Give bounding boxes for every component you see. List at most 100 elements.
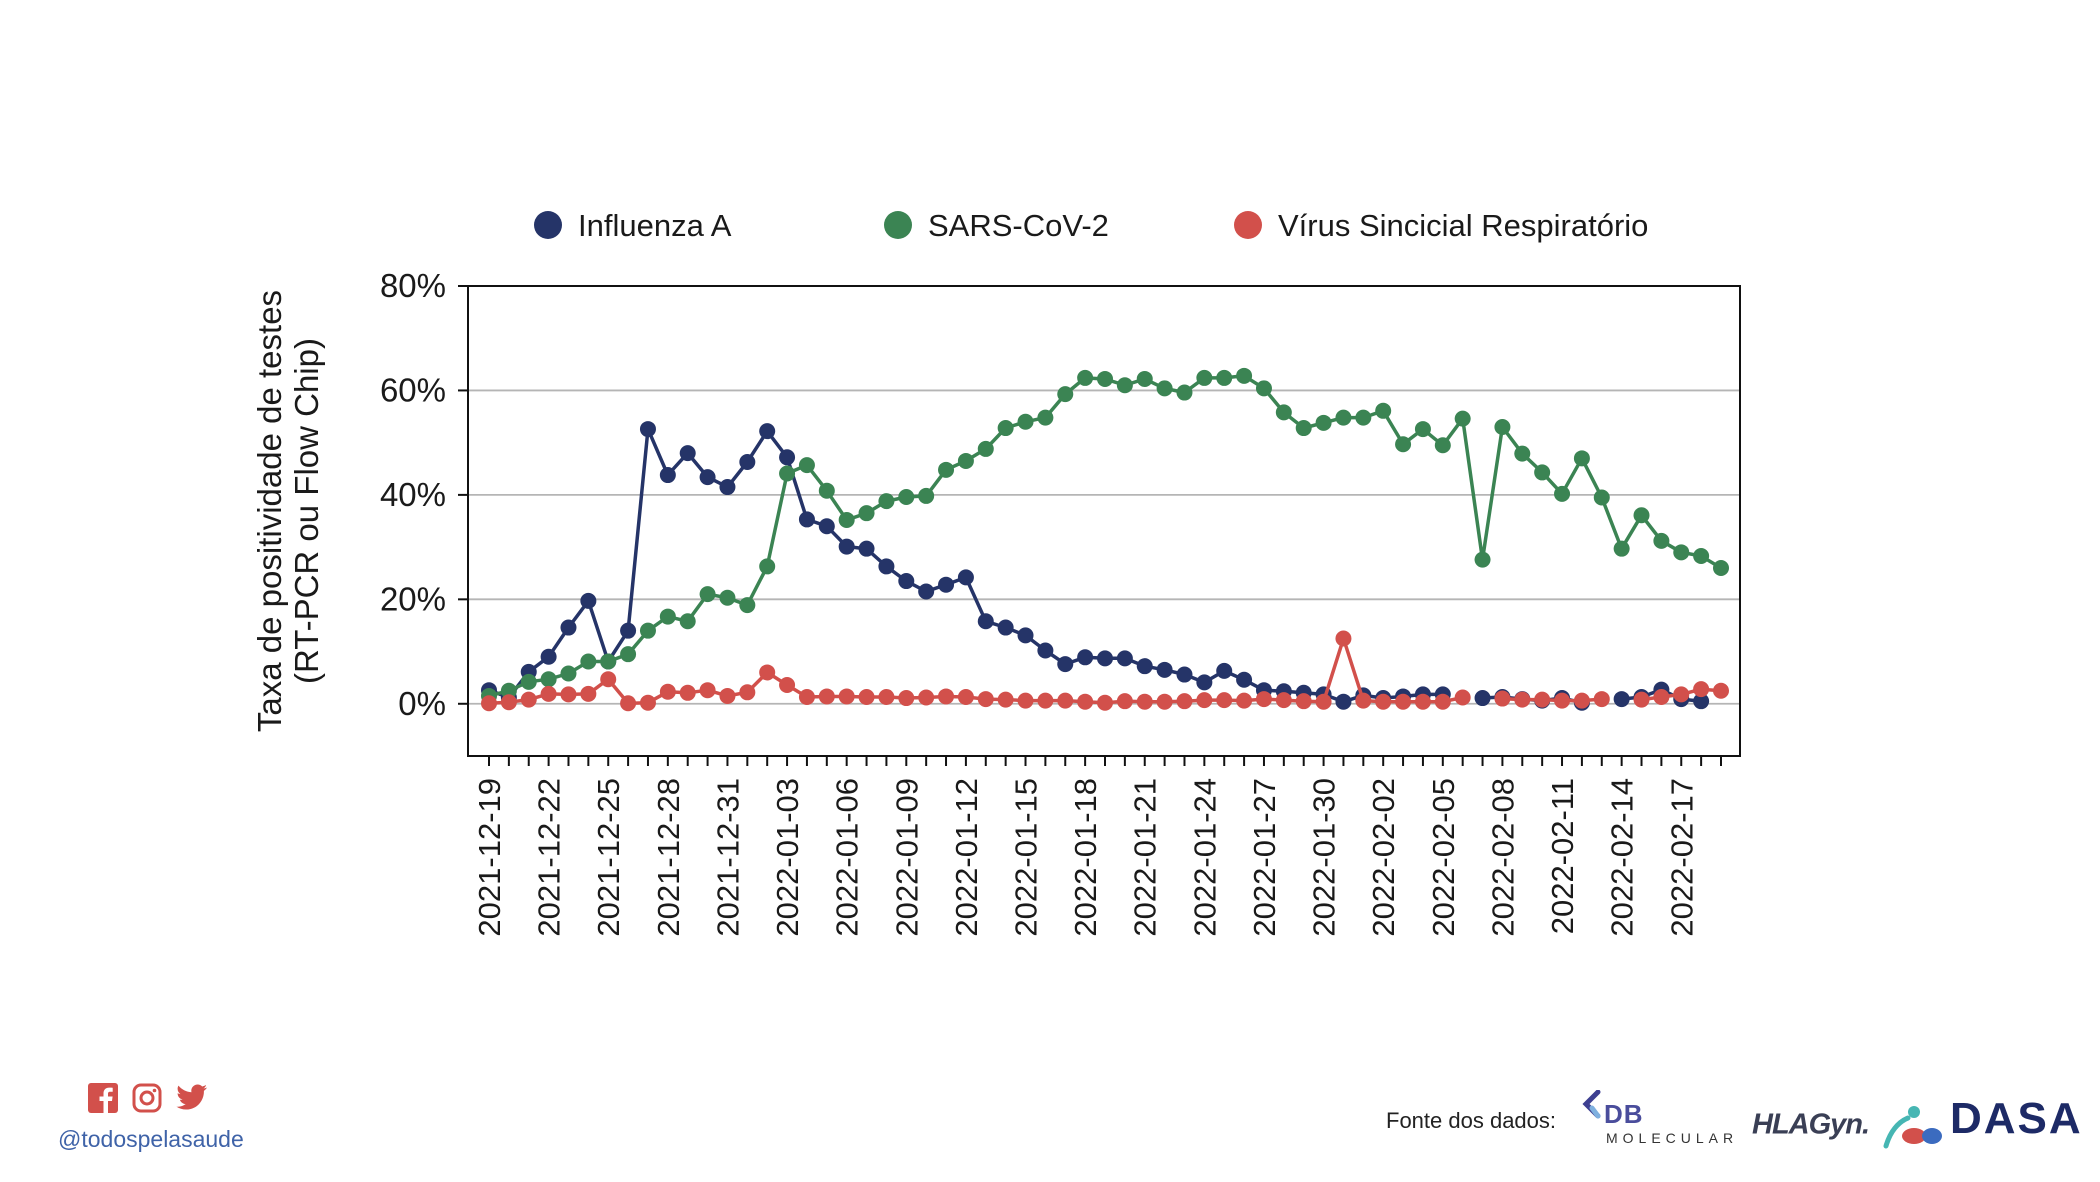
data-point (1116, 650, 1133, 667)
data-point (779, 465, 796, 482)
data-point (1653, 532, 1670, 549)
data-point (878, 493, 895, 510)
data-point (1196, 692, 1213, 709)
data-point (779, 676, 796, 693)
data-point (1673, 686, 1690, 703)
data-point (719, 479, 736, 496)
x-tick-label: 2021-12-25 (591, 778, 626, 937)
data-point (1176, 666, 1193, 683)
data-point (1454, 689, 1471, 706)
data-point (1414, 421, 1431, 438)
data-point (600, 653, 617, 670)
y-axis-label-line2: (RT-PCR ou Flow Chip) (288, 338, 325, 684)
legend-marker (884, 211, 912, 239)
x-tick-label: 2022-01-06 (830, 778, 865, 937)
data-point (1295, 693, 1312, 710)
data-point (1176, 693, 1193, 710)
grid (468, 285, 1740, 705)
series-layer (481, 367, 1729, 712)
data-point (1057, 692, 1074, 709)
data-point (1474, 690, 1491, 707)
data-point (957, 452, 974, 469)
data-point (798, 511, 815, 528)
data-point (1395, 693, 1412, 710)
x-tick-label: 2022-01-27 (1247, 778, 1282, 937)
y-tick-label: 80% (380, 267, 446, 304)
data-point (1295, 420, 1312, 437)
facebook-icon[interactable] (88, 1082, 118, 1118)
data-point (1017, 627, 1034, 644)
data-point (878, 558, 895, 575)
social-footer: @todospelasaude (58, 1080, 258, 1153)
data-point (639, 694, 656, 711)
x-tick-label: 2022-01-03 (770, 778, 805, 937)
legend-label: SARS-CoV-2 (928, 208, 1109, 243)
data-point (1275, 404, 1292, 421)
y-axis: 0% 20% 40% 60% 80% (380, 267, 468, 722)
data-point (1017, 692, 1034, 709)
plot-frame (467, 285, 1741, 757)
x-tick-label: 2022-02-11 (1545, 778, 1580, 934)
data-point (600, 671, 617, 688)
data-point (1613, 540, 1630, 557)
social-handle[interactable]: @todospelasaude (58, 1126, 244, 1152)
series-1 (481, 367, 1729, 704)
hlagyn-logo-text: HLAGyn. (1752, 1108, 1870, 1141)
data-point (1057, 386, 1074, 403)
twitter-icon[interactable] (176, 1084, 208, 1117)
data-point (1037, 642, 1054, 659)
data-point (818, 688, 835, 705)
x-tick-label: 2022-01-15 (1009, 778, 1044, 937)
legend-item: SARS-CoV-2 (884, 208, 1109, 243)
data-point (759, 664, 776, 681)
data-point (659, 467, 676, 484)
data-point (1275, 692, 1292, 709)
x-tick-label: 2022-01-24 (1187, 778, 1222, 937)
data-point (1355, 692, 1372, 709)
data-point (957, 688, 974, 705)
data-point (639, 622, 656, 639)
data-point (699, 469, 716, 486)
data-point (1414, 693, 1431, 710)
data-point (1713, 682, 1729, 699)
data-point (818, 482, 835, 499)
data-point (620, 646, 637, 663)
data-point (520, 673, 537, 690)
data-point (1593, 691, 1610, 708)
data-point (977, 613, 994, 630)
instagram-icon[interactable] (132, 1083, 162, 1118)
data-point (699, 682, 716, 699)
legend-item: Influenza A (534, 208, 732, 243)
data-point (1037, 692, 1054, 709)
x-tick-label: 2022-01-12 (949, 778, 984, 937)
x-tick-label: 2022-02-17 (1664, 778, 1699, 937)
data-point (1097, 694, 1113, 711)
data-point (838, 688, 855, 705)
x-tick-label: 2022-02-14 (1605, 778, 1640, 937)
data-point (1613, 691, 1630, 708)
data-point (1156, 693, 1173, 710)
data-point (1375, 693, 1392, 710)
x-axis: 2021-12-19 2021-12-22 2021-12-25 2021-12-28… (472, 756, 1722, 937)
data-point (1454, 410, 1471, 427)
data-point (520, 691, 537, 708)
data-point (1236, 367, 1253, 384)
data-point (540, 685, 557, 702)
data-point (818, 518, 835, 535)
data-point (1554, 485, 1571, 502)
legend-marker (534, 211, 562, 239)
data-point (1534, 691, 1551, 708)
data-point (1255, 380, 1272, 397)
data-point (481, 695, 497, 712)
data-point (1573, 450, 1590, 467)
x-tick-label: 2021-12-31 (710, 778, 745, 937)
y-tick-label: 40% (380, 476, 446, 513)
data-point (759, 423, 776, 440)
data-point (659, 683, 676, 700)
source-label: Fonte dos dados: (1386, 1108, 1557, 1133)
data-point (639, 421, 656, 438)
data-point (1633, 691, 1650, 708)
data-point (560, 619, 577, 636)
data-point (838, 538, 855, 555)
data-point (1216, 369, 1233, 386)
